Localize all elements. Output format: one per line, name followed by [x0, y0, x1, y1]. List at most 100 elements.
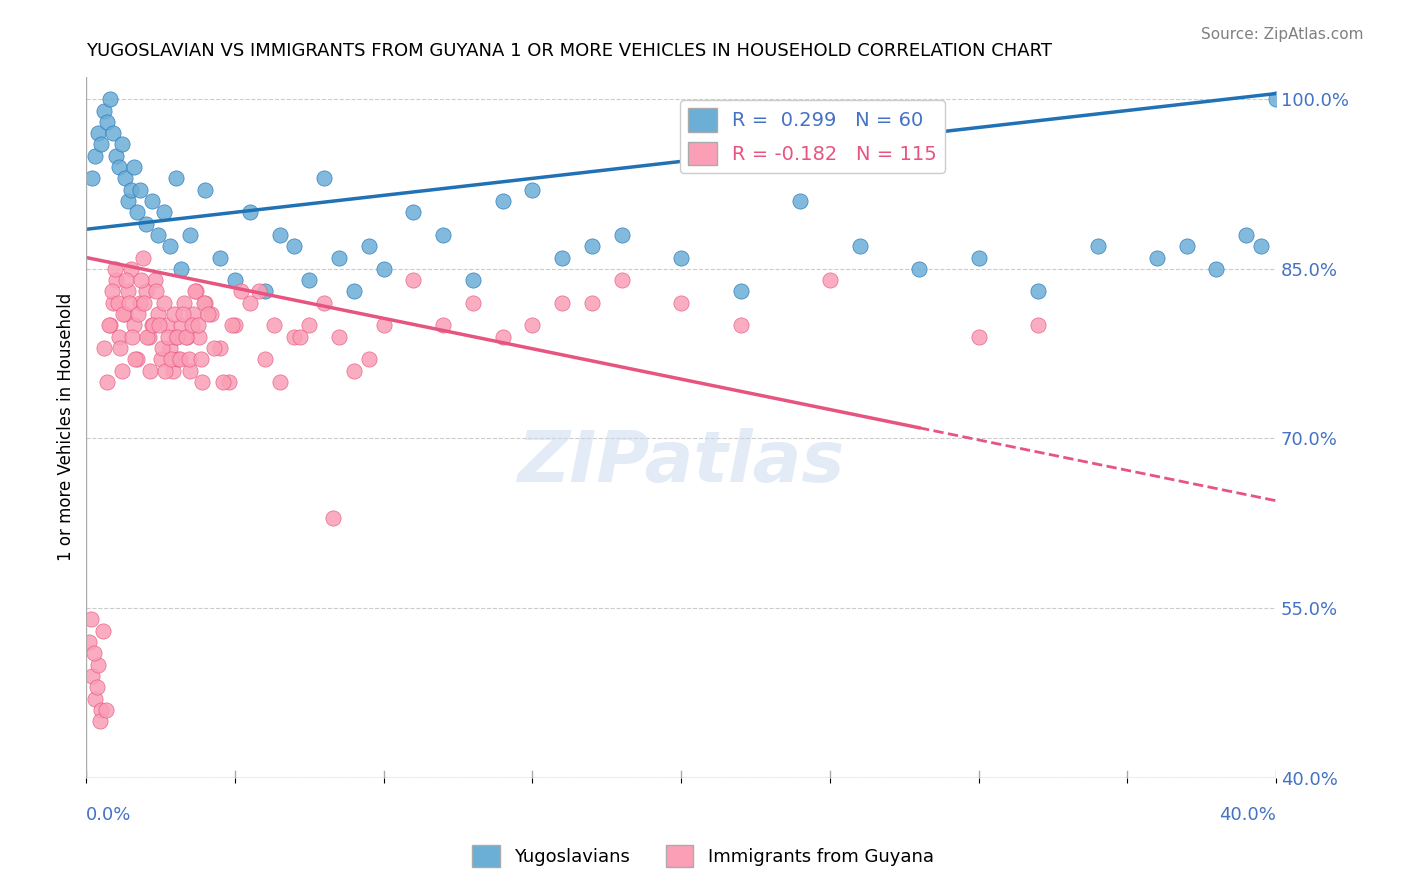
- Point: [253, 352, 276, 367]
- Point: [125, 352, 148, 367]
- Point: [373, 318, 395, 333]
- Point: [120, 261, 142, 276]
- Point: [247, 285, 270, 299]
- Point: [146, 307, 169, 321]
- Point: [80, 612, 103, 626]
- Point: [193, 295, 215, 310]
- Point: [165, 171, 187, 186]
- Point: [100, 285, 122, 299]
- Point: [93, 103, 115, 118]
- Point: [82, 171, 104, 186]
- Point: [967, 329, 990, 343]
- Point: [91, 624, 114, 638]
- Point: [253, 285, 276, 299]
- Point: [105, 149, 128, 163]
- Point: [152, 205, 174, 219]
- Point: [1146, 251, 1168, 265]
- Point: [224, 318, 246, 333]
- Point: [1026, 318, 1049, 333]
- Point: [432, 318, 454, 333]
- Point: [402, 205, 425, 219]
- Point: [461, 295, 484, 310]
- Text: YUGOSLAVIAN VS IMMIGRANTS FROM GUYANA 1 OR MORE VEHICLES IN HOUSEHOLD CORRELATIO: YUGOSLAVIAN VS IMMIGRANTS FROM GUYANA 1 …: [86, 42, 1052, 60]
- Point: [551, 295, 574, 310]
- Point: [328, 251, 350, 265]
- Point: [145, 285, 167, 299]
- Point: [202, 341, 225, 355]
- Point: [343, 364, 366, 378]
- Point: [197, 307, 219, 321]
- Point: [402, 273, 425, 287]
- Point: [93, 341, 115, 355]
- Point: [120, 183, 142, 197]
- Point: [818, 273, 841, 287]
- Point: [141, 318, 163, 333]
- Point: [146, 227, 169, 242]
- Legend: Yugoslavians, Immigrants from Guyana: Yugoslavians, Immigrants from Guyana: [465, 838, 941, 874]
- Point: [551, 251, 574, 265]
- Point: [461, 273, 484, 287]
- Point: [183, 307, 205, 321]
- Point: [179, 227, 201, 242]
- Point: [1265, 92, 1288, 106]
- Point: [155, 318, 177, 333]
- Point: [108, 160, 131, 174]
- Point: [108, 329, 131, 343]
- Point: [141, 194, 163, 208]
- Point: [263, 318, 285, 333]
- Point: [90, 137, 112, 152]
- Point: [669, 295, 692, 310]
- Point: [132, 251, 155, 265]
- Point: [117, 194, 139, 208]
- Point: [357, 352, 380, 367]
- Point: [373, 261, 395, 276]
- Point: [94, 703, 117, 717]
- Point: [187, 318, 209, 333]
- Point: [184, 285, 207, 299]
- Point: [159, 341, 181, 355]
- Point: [110, 341, 132, 355]
- Point: [1175, 239, 1198, 253]
- Point: [139, 364, 162, 378]
- Point: [177, 352, 200, 367]
- Point: [290, 329, 312, 343]
- Point: [298, 318, 321, 333]
- Point: [89, 714, 111, 729]
- Point: [190, 352, 212, 367]
- Point: [77, 635, 100, 649]
- Point: [218, 375, 240, 389]
- Point: [128, 295, 150, 310]
- Point: [1234, 227, 1257, 242]
- Point: [283, 239, 305, 253]
- Point: [136, 329, 159, 343]
- Point: [103, 261, 125, 276]
- Point: [142, 318, 165, 333]
- Point: [229, 285, 252, 299]
- Point: [322, 510, 344, 524]
- Point: [180, 318, 202, 333]
- Point: [224, 273, 246, 287]
- Point: [105, 273, 128, 287]
- Point: [191, 375, 214, 389]
- Point: [492, 329, 515, 343]
- Point: [167, 352, 190, 367]
- Point: [165, 329, 187, 343]
- Point: [117, 285, 139, 299]
- Point: [159, 239, 181, 253]
- Point: [98, 92, 121, 106]
- Point: [194, 295, 217, 310]
- Point: [162, 364, 184, 378]
- Point: [150, 341, 173, 355]
- Point: [87, 657, 110, 672]
- Text: ZIPatlas: ZIPatlas: [517, 428, 845, 497]
- Point: [107, 295, 129, 310]
- Point: [848, 239, 870, 253]
- Point: [122, 160, 145, 174]
- Point: [789, 194, 811, 208]
- Point: [730, 318, 752, 333]
- Point: [269, 227, 291, 242]
- Point: [492, 194, 515, 208]
- Point: [166, 329, 188, 343]
- Point: [98, 318, 121, 333]
- Point: [112, 307, 135, 321]
